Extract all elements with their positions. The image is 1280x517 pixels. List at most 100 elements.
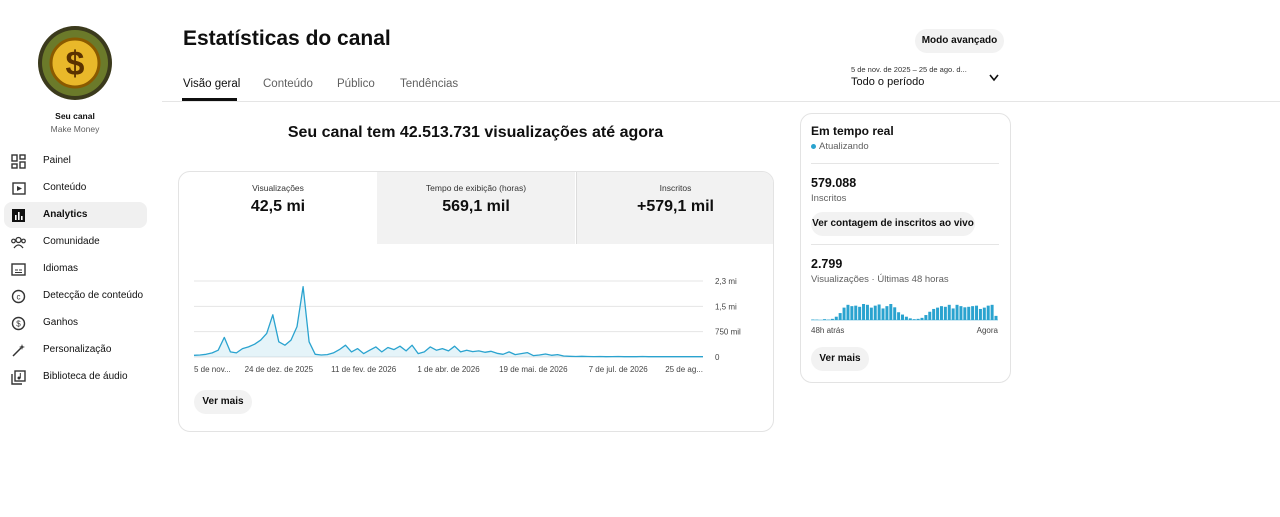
realtime-chart: 48h atrás Agora	[811, 304, 999, 335]
svg-text:$: $	[66, 45, 85, 83]
area	[194, 286, 703, 357]
bar	[830, 318, 834, 320]
see-more-button[interactable]: Ver mais	[194, 390, 252, 414]
metric-tab[interactable]: Tempo de exibição (horas) 569,1 mil	[377, 172, 575, 244]
x-tick-label: 19 de mai. de 2026	[499, 365, 568, 374]
bar	[982, 307, 986, 320]
realtime-see-more-button[interactable]: Ver mais	[811, 347, 869, 371]
period[interactable]: Todo o período	[851, 76, 925, 88]
subscribers-label: Inscritos	[811, 193, 847, 204]
nav-item[interactable]: Biblioteca de áudio	[4, 364, 147, 390]
svg-text:$: $	[16, 320, 21, 329]
metric-value: 569,1 mil	[442, 198, 510, 215]
channel-name: Seu canal	[55, 111, 95, 121]
bar	[862, 304, 866, 320]
x-tick-label: 11 de fev. de 2026	[331, 365, 397, 374]
headline: Seu canal tem 42.513.731 visualizações a…	[287, 124, 664, 141]
y-tick-label: 0	[715, 353, 720, 362]
x-tick-label: 25 de ag...	[665, 365, 703, 374]
metric-label: Tempo de exibição (horas)	[425, 183, 527, 193]
bar	[904, 316, 908, 320]
bar	[971, 306, 975, 320]
channel-subtitle: Make Money	[50, 124, 100, 134]
bar	[901, 314, 904, 320]
tab[interactable]: Tendências	[400, 78, 459, 90]
bar	[959, 306, 963, 320]
nav-label: Detecção de conteúdo	[43, 290, 144, 301]
bar	[978, 308, 982, 320]
icon	[12, 182, 26, 195]
divider	[162, 101, 1280, 102]
bar	[912, 319, 916, 320]
bar	[846, 304, 850, 320]
bar	[838, 313, 842, 320]
bar	[928, 311, 932, 320]
x-tick-label: 5 de nov...	[194, 365, 231, 374]
svg-text:c: c	[17, 293, 21, 302]
tab[interactable]: Conteúdo	[263, 78, 313, 90]
nav-label: Ganhos	[43, 317, 79, 328]
bar	[873, 305, 877, 320]
divider	[811, 163, 999, 164]
bar	[916, 318, 920, 320]
bar	[986, 305, 990, 320]
bar	[881, 308, 885, 320]
nav-label: Biblioteca de áudio	[43, 371, 128, 382]
bar	[893, 307, 897, 320]
icon	[12, 209, 25, 222]
tab[interactable]: Público	[337, 78, 375, 90]
realtime-title: Em tempo real	[811, 124, 894, 138]
bar	[834, 316, 838, 320]
divider	[811, 244, 999, 245]
nav-item[interactable]: Personalização	[4, 337, 147, 363]
tab-indicator	[182, 98, 237, 101]
icon	[11, 154, 26, 169]
y-tick-label: 2,3 mi	[715, 277, 737, 286]
nav-label: Idiomas	[43, 263, 79, 274]
views-chart: 0 750 mil 1,5 mi 2,3 mi 5 de nov... 24 de dez…	[193, 277, 741, 374]
bar	[990, 304, 994, 320]
bar	[854, 305, 858, 320]
nav-item[interactable]: c Detecção de conteúdo	[4, 283, 147, 309]
bar	[908, 318, 912, 320]
nav-item[interactable]: Comunidade	[4, 229, 147, 255]
bar	[967, 306, 971, 320]
x-tick-label: 7 de jul. de 2026	[589, 365, 649, 374]
bar	[975, 305, 979, 320]
nav-item[interactable]: Analytics	[4, 202, 147, 228]
nav-item[interactable]: $ Ganhos	[4, 310, 147, 336]
tab[interactable]: Visão geral	[183, 78, 241, 90]
advanced-mode-button[interactable]: Modo avançado	[915, 29, 1004, 53]
bar	[877, 304, 881, 320]
bar	[951, 308, 955, 320]
x-tick-label: 48h atrás	[811, 326, 844, 335]
bar	[858, 306, 862, 320]
metric-tab[interactable]: Inscritos +579,1 mil	[576, 172, 773, 244]
subscribers-value: 579.088	[811, 176, 857, 190]
x-tick-label: Agora	[977, 326, 999, 335]
bar	[885, 306, 889, 320]
date-range[interactable]: 5 de nov. de 2025 – 25 de ago. d...	[851, 65, 967, 74]
nav-label: Analytics	[43, 209, 88, 220]
status-dot	[811, 144, 816, 149]
icon: $	[11, 316, 26, 331]
bar	[943, 306, 947, 320]
views-value: 2.799	[811, 257, 843, 271]
channel-avatar[interactable]: $	[37, 25, 113, 101]
live-count-button[interactable]: Ver contagem de inscritos ao vivo	[811, 212, 975, 236]
metric-tab[interactable]: Visualizações 42,5 mi	[179, 172, 377, 244]
bar	[963, 307, 967, 320]
page-title: Estatísticas do canal	[183, 27, 391, 50]
bar	[869, 307, 873, 320]
bar	[823, 319, 827, 320]
metric-label: Visualizações	[252, 183, 304, 193]
y-tick-label: 750 mil	[715, 328, 741, 337]
dropdown-chevron[interactable]	[988, 73, 1000, 83]
nav-item[interactable]: Idiomas	[4, 256, 147, 282]
nav-item[interactable]: Conteúdo	[4, 175, 147, 201]
nav-label: Painel	[43, 155, 71, 166]
bar	[947, 304, 951, 320]
nav-item[interactable]: Painel	[4, 148, 147, 174]
